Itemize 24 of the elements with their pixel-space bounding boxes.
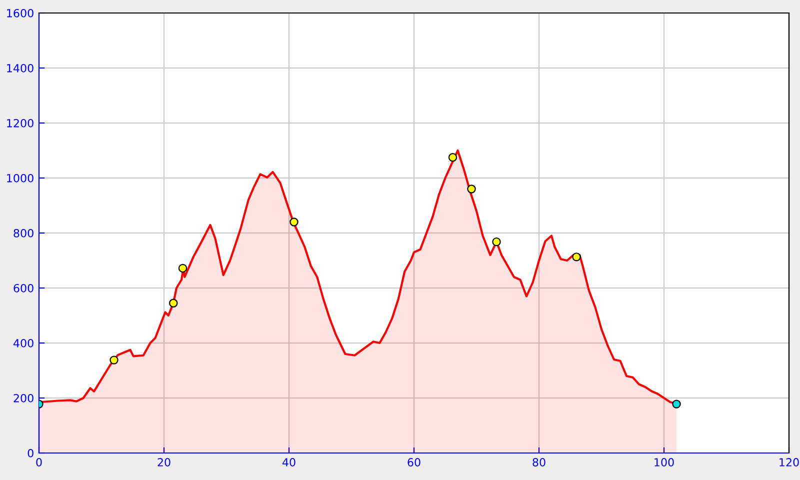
x-tick-label: 80: [532, 458, 546, 466]
point: [110, 356, 118, 364]
y-tick-label: 200: [14, 394, 34, 402]
y-tick-label: 1600: [7, 8, 34, 18]
x-tick-label: 20: [158, 458, 170, 466]
x-tick-label: 60: [408, 458, 420, 466]
x-tick-label: 0: [36, 458, 42, 466]
point: [492, 237, 501, 246]
point: [169, 298, 178, 308]
y-tick-label: 400: [13, 338, 34, 348]
y-tick-label: 800: [14, 228, 34, 238]
point: [448, 153, 458, 162]
point: [290, 218, 298, 226]
x-tick-label: 40: [282, 458, 296, 466]
point: [572, 252, 581, 262]
y-tick-label: 0: [28, 448, 34, 458]
x-tick-label: 120: [780, 458, 799, 466]
y-tick-label: 1000: [7, 174, 34, 182]
y-tick-label: 1400: [7, 64, 34, 72]
x-tick-label: 100: [654, 458, 674, 466]
y-tick-label: 600: [14, 284, 34, 292]
y-tick-label: 1200: [7, 118, 34, 128]
point: [178, 264, 188, 273]
point: [467, 184, 476, 194]
